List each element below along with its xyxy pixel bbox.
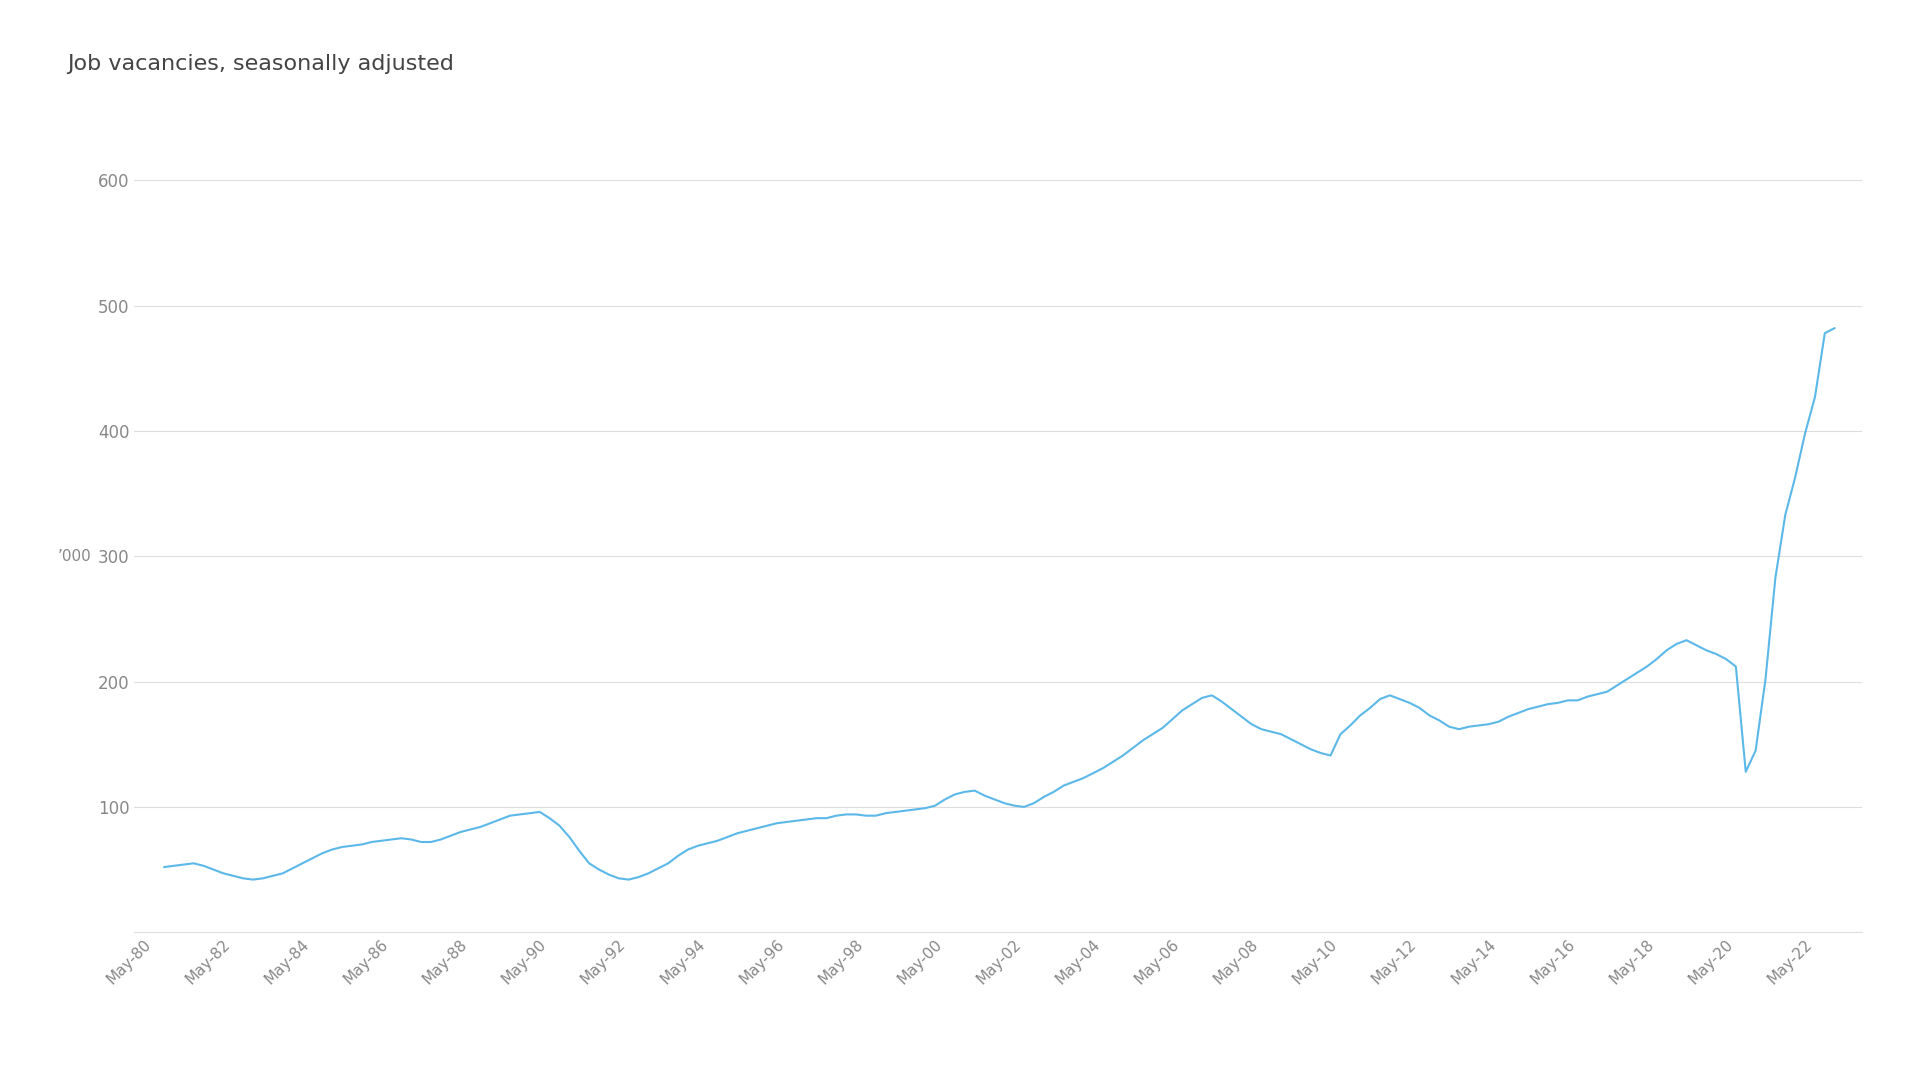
Text: ’000: ’000 [58,549,92,564]
Text: Job vacancies, seasonally adjusted: Job vacancies, seasonally adjusted [67,54,453,74]
